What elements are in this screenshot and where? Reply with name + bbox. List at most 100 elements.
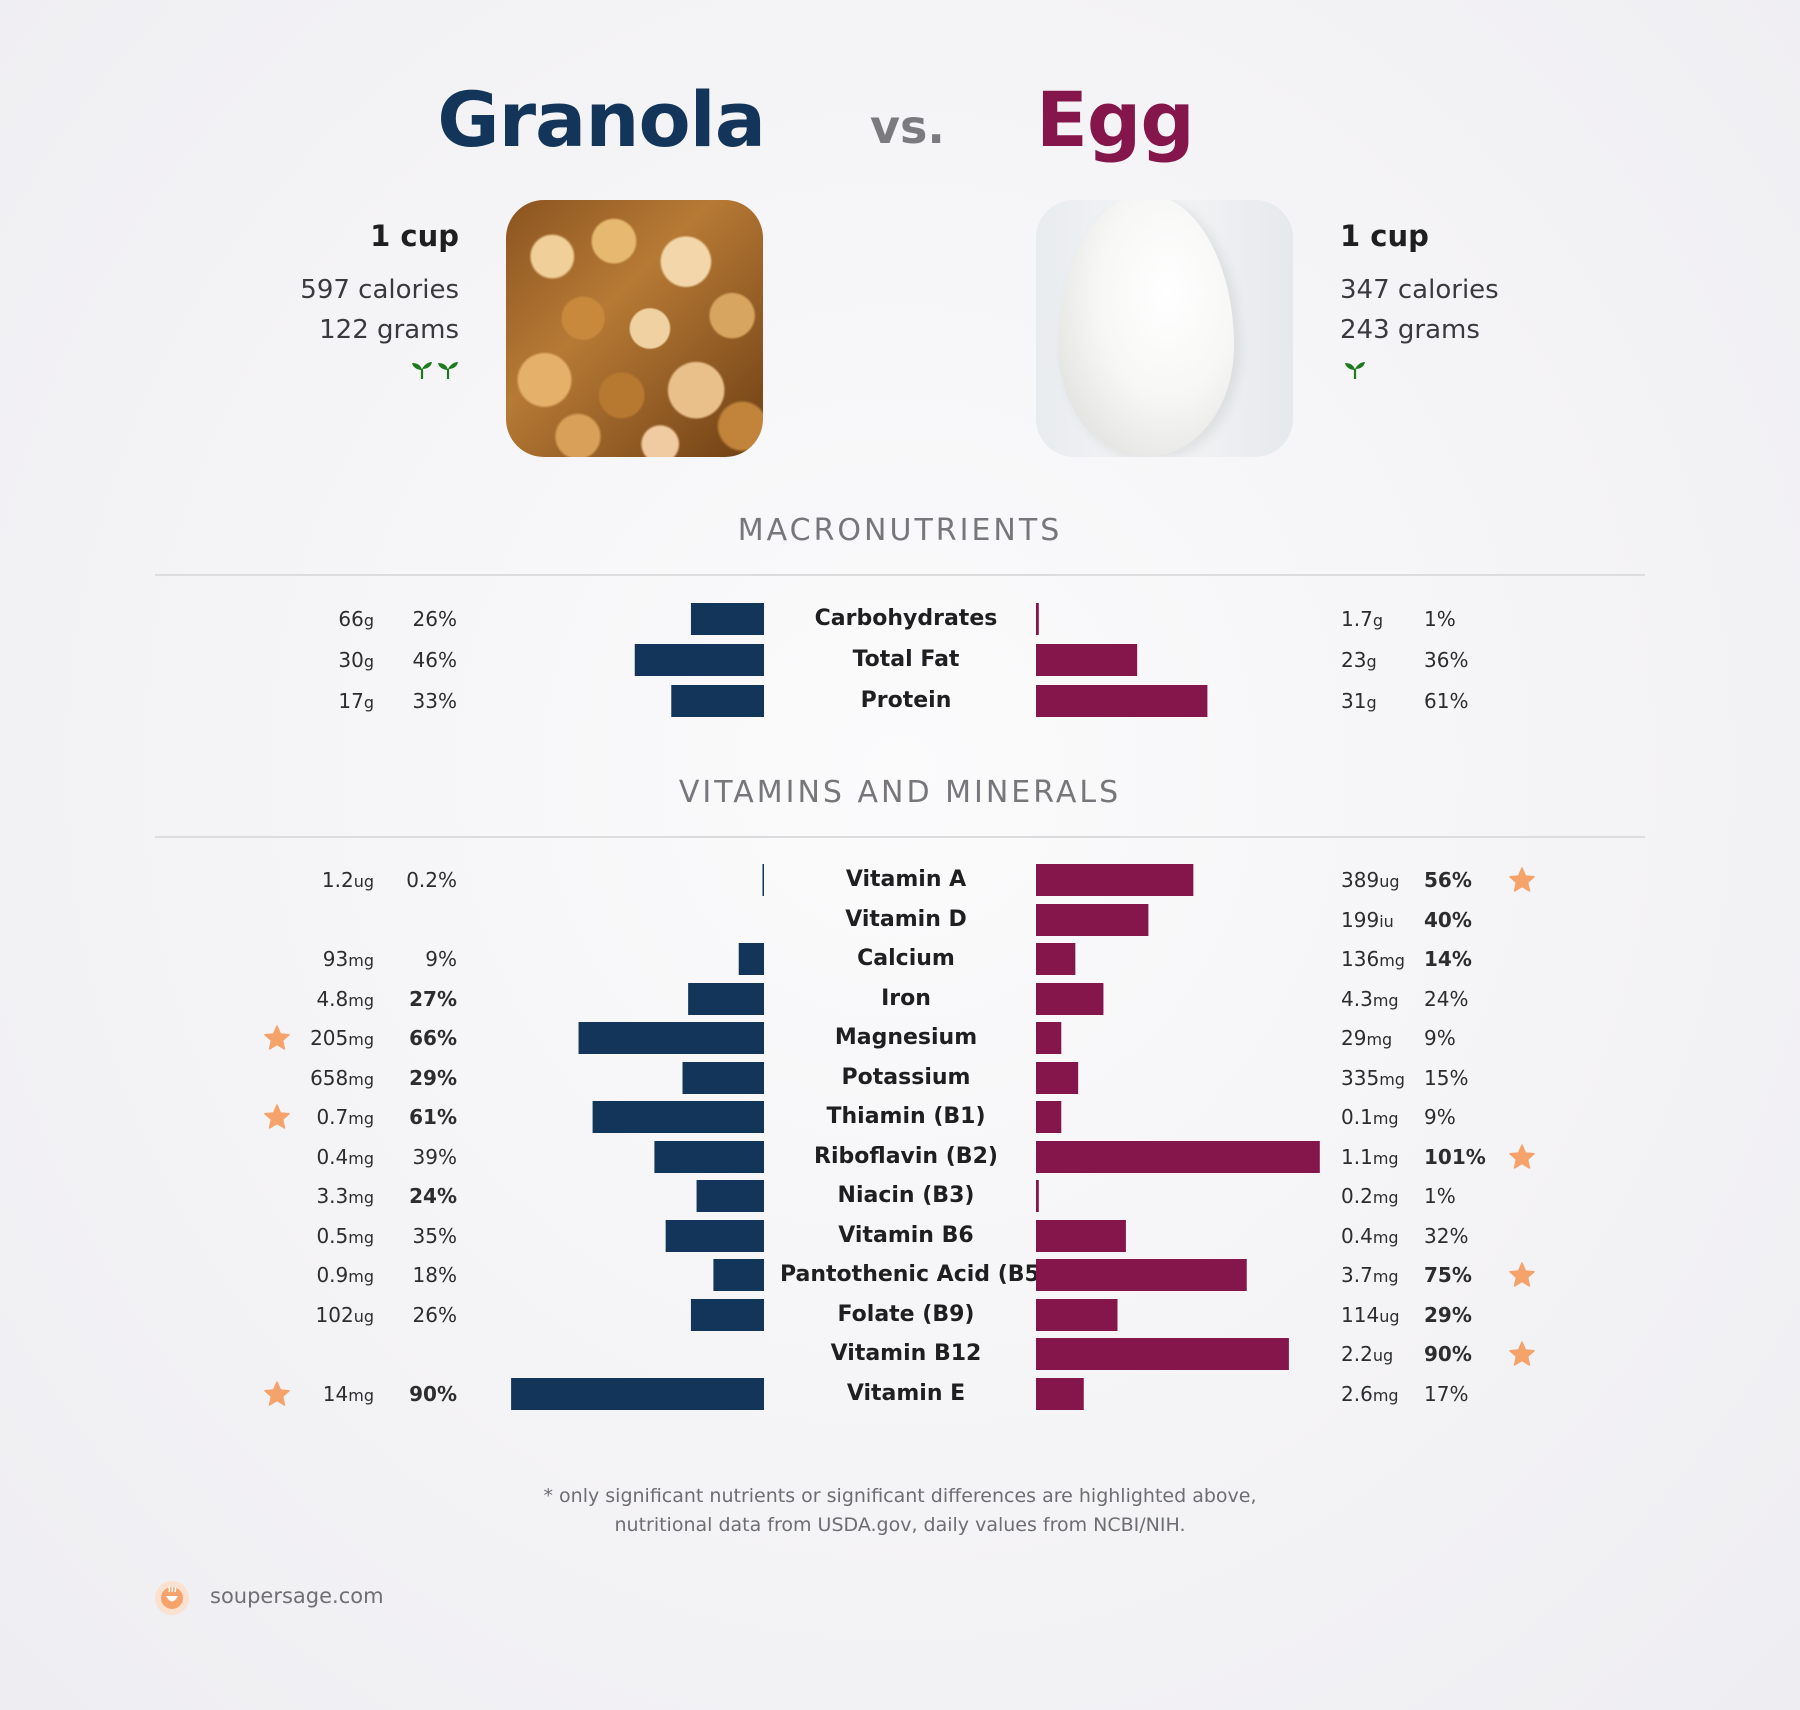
left-bar <box>634 644 764 676</box>
right-percent: 36% <box>1424 648 1469 672</box>
amount-unit: mg <box>1372 1109 1399 1128</box>
left-sprout-icons <box>407 360 459 384</box>
amount-unit: g <box>1372 611 1383 630</box>
left-percent: 18% <box>412 1263 457 1287</box>
right-amount: 3.7mg <box>1341 1257 1399 1295</box>
egg-shape <box>1058 200 1234 456</box>
left-percent: 26% <box>412 1302 457 1327</box>
nutrient-row: 93mg 9% Calcium 136mg 14% <box>0 941 1800 977</box>
amount-unit: mg <box>1372 990 1399 1010</box>
left-bar <box>690 1298 764 1331</box>
nutrient-label: Vitamin A <box>845 867 967 892</box>
bar-pair <box>738 943 1076 975</box>
amount-value: 2.6 <box>1341 1381 1373 1406</box>
left-percent: 24% <box>409 1184 457 1208</box>
right-amount: 335mg <box>1341 1060 1405 1098</box>
nutrient-label: Vitamin B12 <box>830 1341 982 1366</box>
left-percent: 66% <box>409 1026 457 1050</box>
left-bar <box>762 864 764 896</box>
left-amount: 0.4mg <box>316 1139 374 1177</box>
right-percent: 14% <box>1424 947 1472 971</box>
amount-value: 14 <box>322 1381 349 1406</box>
right-food-title: Egg <box>1036 75 1195 164</box>
right-bar <box>1036 1259 1247 1291</box>
amount-value: 23 <box>1341 648 1367 672</box>
right-bar <box>1036 1338 1289 1370</box>
nutrient-label: Magnesium <box>834 1025 978 1050</box>
left-percent: 26% <box>412 607 457 631</box>
right-percent: 90% <box>1424 1342 1472 1366</box>
bar-pair <box>690 1298 1118 1331</box>
amount-unit: mg <box>1372 1188 1399 1207</box>
right-serving: 1 cup <box>1340 219 1429 253</box>
right-amount: 199iu <box>1341 902 1394 940</box>
left-bar <box>578 1022 764 1054</box>
amount-value: 4.3 <box>1341 986 1373 1011</box>
amount-value: 335 <box>1341 1065 1380 1090</box>
right-amount: 114ug <box>1341 1297 1399 1335</box>
nutrient-row: 205mg 66% Magnesium 29mg 9% <box>0 1020 1800 1056</box>
left-calories: 597 calories <box>300 275 459 305</box>
nutrient-label: Potassium <box>841 1064 971 1090</box>
right-amount: 29mg <box>1341 1020 1392 1058</box>
amount-unit: mg <box>348 990 374 1010</box>
left-percent: 33% <box>412 689 457 713</box>
left-percent: 0.2% <box>406 868 457 892</box>
amount-value: 0.7 <box>316 1105 349 1129</box>
left-bar <box>592 1101 764 1133</box>
left-percent: 29% <box>409 1065 457 1090</box>
right-percent: 9% <box>1424 1026 1456 1050</box>
left-bar <box>511 1377 764 1410</box>
bar-pair <box>671 685 1208 717</box>
amount-value: 1.1 <box>1341 1144 1373 1169</box>
right-bar <box>1036 1377 1084 1410</box>
star-icon <box>1509 1341 1535 1366</box>
amount-value: 3.3 <box>316 1184 349 1208</box>
bar-pair <box>713 1259 1247 1291</box>
amount-unit: g <box>363 652 374 671</box>
nutrient-label: Folate (B9) <box>837 1301 975 1327</box>
bar-pair <box>1036 1338 1289 1370</box>
right-amount: 136mg <box>1341 941 1405 979</box>
amount-value: 93 <box>322 947 349 971</box>
amount-unit: mg <box>1372 1227 1399 1247</box>
amount-value: 0.4 <box>1341 1223 1373 1248</box>
nutrient-row: 102ug 26% Folate (B9) 114ug 29% <box>0 1297 1800 1333</box>
amount-value: 658 <box>310 1065 349 1090</box>
left-amount: 30g <box>338 642 374 680</box>
right-amount: 2.6mg <box>1341 1376 1399 1414</box>
amount-value: 30 <box>338 648 364 672</box>
granola-photo <box>506 200 763 457</box>
right-bar <box>1036 1180 1039 1212</box>
right-grams: 243 grams <box>1340 315 1480 345</box>
right-amount: 23g <box>1341 642 1377 680</box>
star-icon <box>1509 1262 1535 1287</box>
soupersage-logo-icon[interactable] <box>154 1580 190 1616</box>
left-percent: 46% <box>412 648 457 672</box>
left-bar <box>665 1219 764 1252</box>
brand-link[interactable]: soupersage.com <box>210 1584 384 1608</box>
left-amount: 0.9mg <box>316 1257 374 1295</box>
bar-pair <box>762 864 1194 896</box>
right-percent: 40% <box>1424 907 1472 932</box>
amount-value: 3.7 <box>1341 1263 1373 1287</box>
left-percent: 27% <box>409 986 457 1011</box>
amount-unit: mg <box>348 1385 374 1405</box>
right-bar <box>1036 1140 1320 1173</box>
amount-value: 1.2 <box>321 868 354 892</box>
nutrient-label: Riboflavin (B2) <box>814 1143 998 1169</box>
star-icon <box>1509 1143 1535 1169</box>
amount-value: 114 <box>1341 1302 1380 1327</box>
amount-value: 0.5 <box>316 1223 349 1248</box>
right-bar <box>1036 903 1149 936</box>
nutrient-label: Vitamin B6 <box>838 1222 974 1248</box>
nutrient-row: 0.5mg 35% Vitamin B6 0.4mg 32% <box>0 1218 1800 1254</box>
nutrient-label: Carbohydrates <box>814 606 998 631</box>
amount-unit: iu <box>1379 911 1394 931</box>
footnote-line-1: * only significant nutrients or signific… <box>543 1485 1257 1507</box>
left-percent: 35% <box>412 1223 457 1248</box>
nutrient-row: 3.3mg 24% Niacin (B3) 0.2mg 1% <box>0 1178 1800 1214</box>
amount-value: 31 <box>1341 689 1367 713</box>
left-bar <box>688 982 764 1015</box>
star-icon <box>264 1104 290 1129</box>
